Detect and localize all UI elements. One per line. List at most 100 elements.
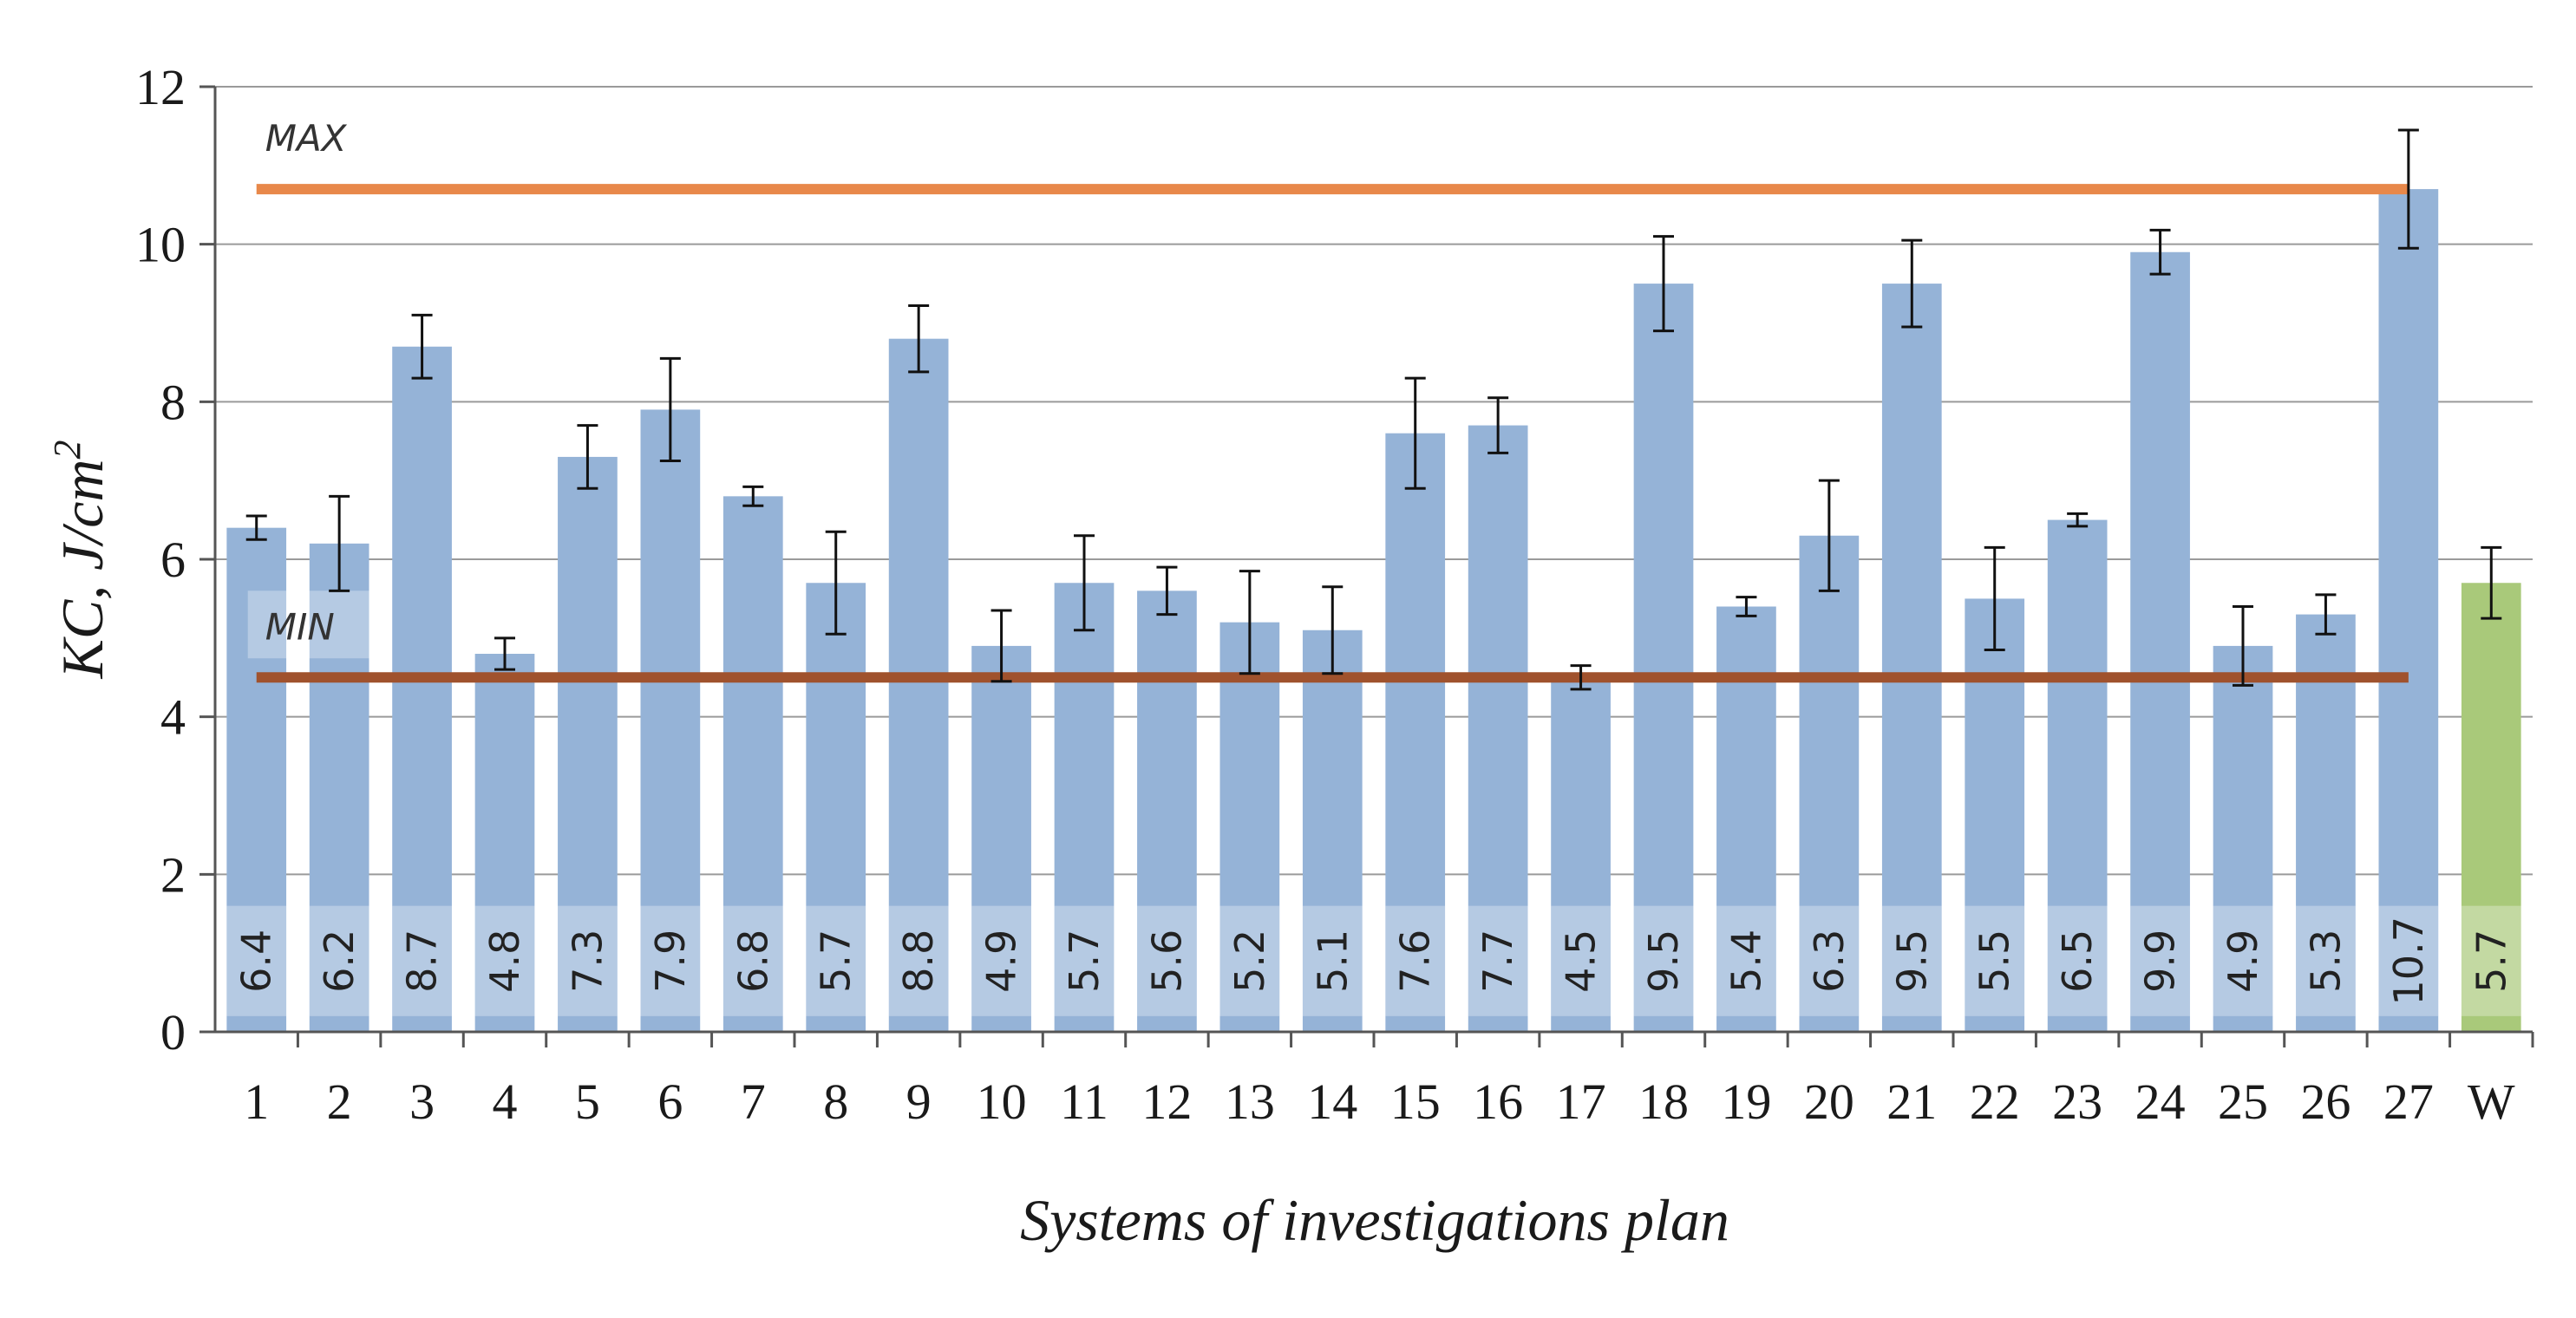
data-label-box-7 xyxy=(722,905,783,1016)
bar-10 xyxy=(971,645,1031,1032)
data-label-box-9 xyxy=(888,905,949,1016)
data-label-box-27 xyxy=(2378,905,2439,1016)
x-tick-label-7: 7 xyxy=(741,1073,766,1130)
data-label-box-W xyxy=(2461,905,2521,1016)
x-tick-label-18: 18 xyxy=(1638,1073,1689,1130)
data-label-1: 6.4 xyxy=(233,930,280,993)
data-label-box-20 xyxy=(1799,905,1860,1016)
min-label-box xyxy=(247,590,387,659)
data-label-7: 6.8 xyxy=(729,930,776,993)
bar-18 xyxy=(1633,284,1694,1032)
y-axis-title: KC, J/cm2 xyxy=(46,440,115,679)
data-label-11: 5.7 xyxy=(1061,930,1108,993)
bar-20 xyxy=(1799,535,1860,1032)
bars xyxy=(226,189,2521,1033)
x-tick-label-17: 17 xyxy=(1556,1073,1606,1130)
data-label-24: 9.9 xyxy=(2137,930,2184,993)
x-tick-label-13: 13 xyxy=(1225,1073,1275,1130)
x-tick-label-15: 15 xyxy=(1390,1073,1441,1130)
data-label-box-8 xyxy=(806,905,866,1016)
data-label-box-13 xyxy=(1219,905,1280,1016)
y-tick-label-12: 12 xyxy=(135,59,186,115)
x-tick-label-5: 5 xyxy=(575,1073,600,1130)
data-label-4: 4.8 xyxy=(481,930,528,993)
data-label-box-1 xyxy=(226,905,287,1016)
data-label-26: 5.3 xyxy=(2302,930,2349,993)
x-tick-label-12: 12 xyxy=(1141,1073,1192,1130)
data-label-21: 9.5 xyxy=(1888,930,1935,993)
x-tick-label-20: 20 xyxy=(1804,1073,1854,1130)
data-label-box-6 xyxy=(640,905,701,1016)
y-axis-title-text: KC, J/cm xyxy=(49,459,115,679)
y-tick-label-4: 4 xyxy=(160,689,186,746)
data-label-box-4 xyxy=(474,905,535,1016)
data-label-box-5 xyxy=(558,905,618,1016)
bar-4 xyxy=(474,654,535,1032)
axis-titles: Systems of investigations plan KC, J/cm2 xyxy=(46,440,1729,1253)
bar-5 xyxy=(558,456,618,1032)
bar-26 xyxy=(2296,614,2356,1032)
data-label-box-16 xyxy=(1468,905,1528,1016)
data-label-18: 9.5 xyxy=(1640,930,1687,993)
x-tick-label-10: 10 xyxy=(977,1073,1027,1130)
max-label: MAX xyxy=(265,117,348,160)
bar-16 xyxy=(1468,425,1528,1032)
data-label-5: 7.3 xyxy=(564,930,611,993)
data-label-10: 4.9 xyxy=(978,930,1025,993)
data-label-13: 5.2 xyxy=(1226,930,1273,993)
bar-9 xyxy=(888,338,949,1033)
error-bars xyxy=(245,128,2502,691)
x-axis-title: Systems of investigations plan xyxy=(1020,1187,1729,1253)
y-tick-label-2: 2 xyxy=(160,846,186,903)
data-label-6: 7.9 xyxy=(647,930,694,993)
x-tick-label-9: 9 xyxy=(906,1073,932,1130)
data-label-17: 4.5 xyxy=(1558,930,1605,993)
data-label-14: 5.1 xyxy=(1309,930,1356,993)
data-label-box-18 xyxy=(1633,905,1694,1016)
data-label-box-19 xyxy=(1716,905,1776,1016)
data-label-box-11 xyxy=(1054,905,1115,1016)
x-tick-label-14: 14 xyxy=(1307,1073,1357,1130)
bar-21 xyxy=(1881,284,1942,1032)
x-tick-label-26: 26 xyxy=(2300,1073,2350,1130)
data-label-box-21 xyxy=(1881,905,1942,1016)
data-label-box-23 xyxy=(2047,905,2108,1016)
data-label-19: 5.4 xyxy=(1723,930,1769,993)
data-label-20: 6.3 xyxy=(1806,930,1853,993)
data-label-box-25 xyxy=(2213,905,2273,1016)
reference-lines: MAX MIN xyxy=(247,117,2409,683)
x-tick-label-25: 25 xyxy=(2218,1073,2268,1130)
data-label-2: 6.2 xyxy=(316,930,363,993)
y-tick-label-8: 8 xyxy=(160,374,186,430)
x-tick-label-4: 4 xyxy=(493,1073,518,1130)
data-label-box-24 xyxy=(2130,905,2190,1016)
data-label-22: 5.5 xyxy=(1971,930,2018,993)
data-label-25: 4.9 xyxy=(2220,930,2266,993)
y-axis-title-superscript: 2 xyxy=(46,440,88,459)
data-label-box-22 xyxy=(1965,905,2025,1016)
min-label: MIN xyxy=(265,605,335,648)
bar-8 xyxy=(806,583,866,1032)
bar-3 xyxy=(392,346,452,1032)
x-tick-label-19: 19 xyxy=(1721,1073,1771,1130)
data-label-9: 8.8 xyxy=(895,930,942,993)
bar-W xyxy=(2461,583,2521,1032)
bar-27 xyxy=(2378,189,2439,1033)
bar-2 xyxy=(309,543,369,1032)
data-label-27: 10.7 xyxy=(2385,917,2432,1005)
data-label-box-14 xyxy=(1302,905,1363,1016)
y-tick-label-6: 6 xyxy=(160,532,186,588)
x-tick-label-22: 22 xyxy=(1970,1073,2020,1130)
data-label-box-17 xyxy=(1551,905,1611,1016)
x-tick-label-23: 23 xyxy=(2052,1073,2102,1130)
bar-13 xyxy=(1219,622,1280,1032)
data-label-box-26 xyxy=(2296,905,2356,1016)
data-label-box-15 xyxy=(1385,905,1446,1016)
x-tick-label-3: 3 xyxy=(409,1073,435,1130)
data-label-8: 5.7 xyxy=(813,930,860,993)
bar-6 xyxy=(640,409,701,1033)
x-tick-label-11: 11 xyxy=(1060,1073,1108,1130)
data-label-16: 7.7 xyxy=(1474,930,1521,993)
bar-11 xyxy=(1054,583,1115,1032)
